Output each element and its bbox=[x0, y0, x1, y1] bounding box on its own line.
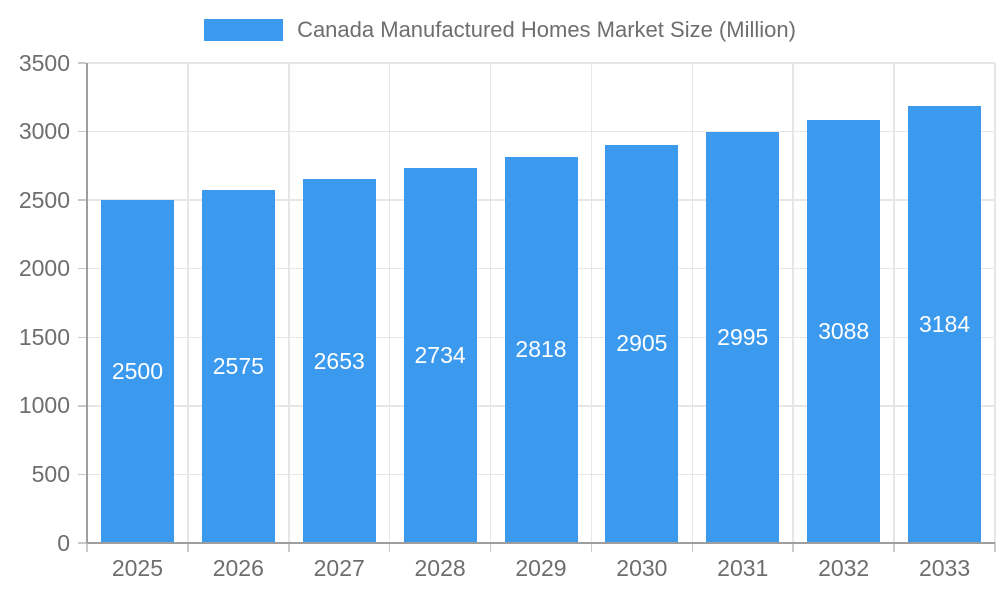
y-axis-tick bbox=[78, 62, 86, 64]
y-axis-label: 500 bbox=[31, 460, 70, 487]
vertical-gridline bbox=[187, 63, 189, 543]
bar: 3088 bbox=[807, 119, 881, 543]
vertical-gridline bbox=[288, 63, 290, 543]
x-axis-tick bbox=[388, 543, 391, 552]
x-axis-label: 2026 bbox=[212, 555, 264, 581]
y-axis-label: 1000 bbox=[18, 392, 70, 419]
bar: 2995 bbox=[706, 132, 780, 543]
y-axis-label: 0 bbox=[57, 529, 70, 556]
vertical-gridline bbox=[388, 63, 391, 543]
x-axis-label: 2028 bbox=[414, 555, 466, 581]
horizontal-gridline bbox=[87, 62, 995, 64]
bar-value-label: 3088 bbox=[818, 317, 870, 344]
bar-value-label: 2818 bbox=[515, 336, 567, 363]
legend[interactable]: Canada Manufactured Homes Market Size (M… bbox=[0, 17, 1000, 43]
x-axis-tick bbox=[288, 543, 290, 552]
y-axis-tick bbox=[78, 267, 86, 270]
bar: 2905 bbox=[605, 144, 679, 543]
y-axis-label: 1500 bbox=[18, 323, 70, 350]
bar-value-label: 2905 bbox=[616, 330, 668, 357]
y-axis-line bbox=[86, 63, 88, 543]
bar-value-label: 2575 bbox=[212, 352, 264, 379]
x-axis-label: 2027 bbox=[313, 555, 365, 581]
x-axis-line bbox=[87, 542, 995, 544]
vertical-gridline bbox=[792, 63, 794, 543]
x-axis-tick bbox=[187, 543, 189, 552]
y-axis-label: 2000 bbox=[18, 255, 70, 282]
y-axis-label: 2500 bbox=[18, 186, 70, 213]
vertical-gridline bbox=[691, 63, 694, 543]
vertical-gridline bbox=[994, 63, 996, 543]
legend-swatch bbox=[204, 19, 284, 41]
bar-value-label: 2653 bbox=[313, 347, 365, 374]
x-axis-tick bbox=[792, 543, 794, 552]
y-axis-tick bbox=[78, 473, 86, 476]
x-axis-label: 2029 bbox=[515, 555, 567, 581]
x-axis-tick bbox=[994, 543, 996, 552]
bar-value-label: 2995 bbox=[717, 324, 769, 351]
horizontal-gridline bbox=[87, 130, 995, 133]
plot-area: 0 500 1000 1500 2000 2500 3000 3500 2500 2025 2575… bbox=[19, 51, 996, 580]
bar: 2500 bbox=[100, 200, 174, 543]
bar: 2818 bbox=[504, 156, 578, 543]
x-axis-tick bbox=[489, 543, 492, 552]
y-axis-tick bbox=[78, 542, 86, 544]
vertical-gridline bbox=[893, 63, 895, 543]
x-axis-label: 2033 bbox=[918, 555, 971, 581]
x-axis-tick bbox=[86, 543, 88, 552]
x-axis-tick bbox=[893, 543, 895, 552]
bar: 2575 bbox=[201, 189, 275, 543]
x-axis-tick bbox=[590, 543, 593, 552]
bar: 3184 bbox=[908, 106, 982, 543]
x-axis-tick bbox=[691, 543, 694, 552]
bar: 2734 bbox=[403, 168, 477, 543]
bar-value-label: 2734 bbox=[414, 342, 466, 369]
x-axis-label: 2032 bbox=[818, 555, 870, 581]
x-axis-label: 2031 bbox=[717, 555, 769, 581]
y-axis-tick bbox=[78, 336, 86, 339]
y-axis-label: 3000 bbox=[18, 118, 70, 145]
vertical-gridline bbox=[489, 63, 492, 543]
bar: 2653 bbox=[302, 179, 376, 543]
legend-label: Canada Manufactured Homes Market Size (M… bbox=[297, 17, 796, 42]
x-axis-label: 2030 bbox=[616, 555, 668, 581]
vertical-gridline bbox=[590, 63, 593, 543]
y-axis-label: 3500 bbox=[18, 49, 70, 76]
y-axis-tick bbox=[78, 199, 86, 201]
y-axis-tick bbox=[78, 405, 86, 407]
bar-value-label: 3184 bbox=[918, 311, 971, 338]
y-axis-tick bbox=[78, 130, 86, 133]
bar-value-label: 2500 bbox=[111, 358, 164, 385]
x-axis-label: 2025 bbox=[111, 555, 164, 581]
